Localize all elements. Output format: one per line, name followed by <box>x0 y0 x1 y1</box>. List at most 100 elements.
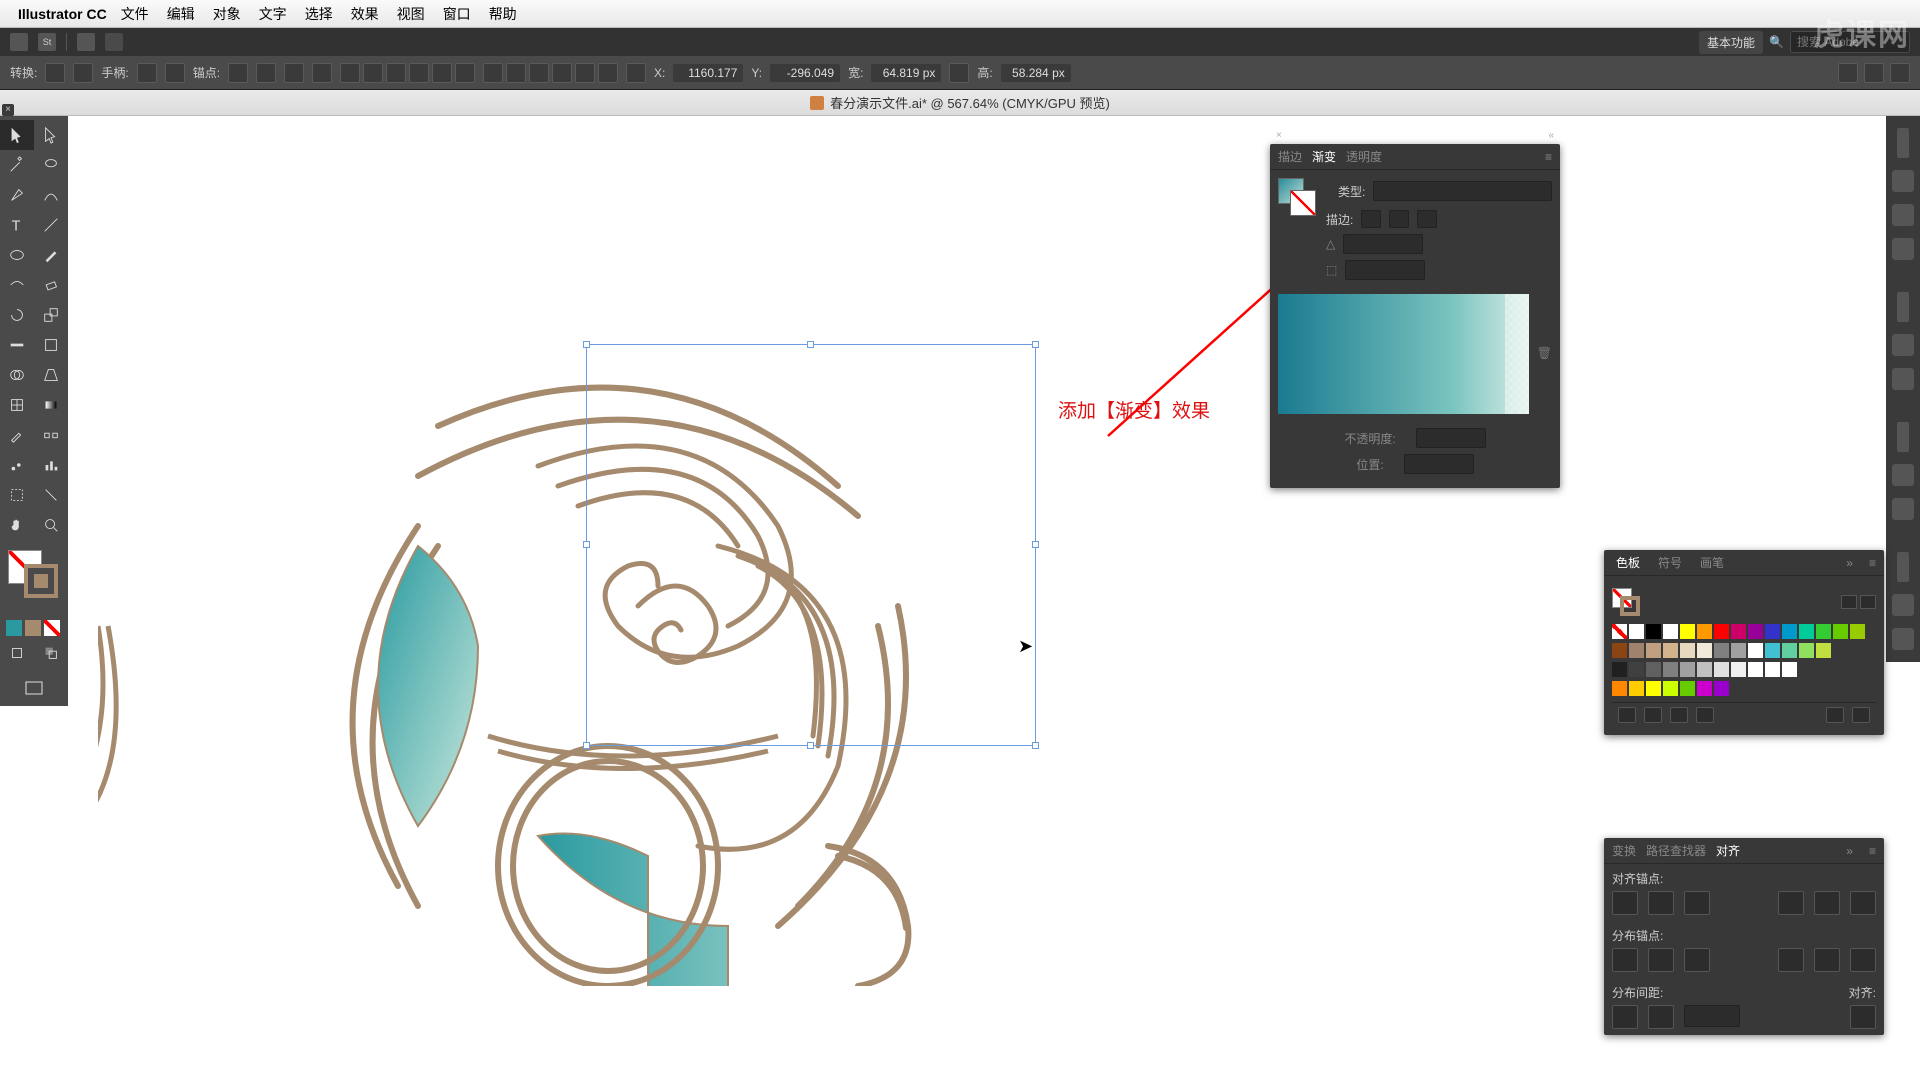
swatch-color[interactable] <box>1714 624 1729 639</box>
swatch-color[interactable] <box>1833 624 1848 639</box>
swatch-color[interactable] <box>1765 662 1780 677</box>
dock-tab-4[interactable] <box>1897 552 1909 582</box>
panel-close-icon[interactable]: × <box>1276 130 1282 141</box>
handle-bm[interactable] <box>807 742 814 749</box>
swatch-color[interactable] <box>1765 643 1780 658</box>
swatch-color[interactable] <box>1680 643 1695 658</box>
swatch-color[interactable] <box>1850 624 1865 639</box>
dock-tab-2[interactable] <box>1897 292 1909 322</box>
blend-tool[interactable] <box>34 420 68 450</box>
swatch-color[interactable] <box>1731 624 1746 639</box>
layers-icon[interactable] <box>1892 204 1914 226</box>
tab-symbols[interactable]: 符号 <box>1654 554 1686 571</box>
swatches-fillstroke[interactable] <box>1612 588 1640 616</box>
grid-view-icon[interactable] <box>1860 595 1876 609</box>
gradient-angle-input[interactable] <box>1343 234 1423 254</box>
selection-tool[interactable] <box>0 120 34 150</box>
align-to-select[interactable] <box>1850 1005 1876 1029</box>
more-icon[interactable] <box>1890 63 1910 83</box>
handle-bl[interactable] <box>583 742 590 749</box>
mesh-tool[interactable] <box>0 390 34 420</box>
convert-anchor-icon[interactable] <box>45 63 65 83</box>
gradient-aspect-input[interactable] <box>1345 260 1425 280</box>
swatch-color[interactable] <box>1629 624 1644 639</box>
swatch-color[interactable] <box>1799 643 1814 658</box>
swatch-none[interactable] <box>1612 624 1627 639</box>
dist-vspace-btn[interactable] <box>1612 1005 1638 1029</box>
ellipse-tool[interactable] <box>0 240 34 270</box>
handle-rm[interactable] <box>1032 541 1039 548</box>
swatch-color[interactable] <box>1714 662 1729 677</box>
eyedropper-tool[interactable] <box>0 420 34 450</box>
swatch-color[interactable] <box>1680 624 1695 639</box>
anchor-icon-1[interactable] <box>228 63 248 83</box>
swatch-color[interactable] <box>1714 681 1729 696</box>
properties-icon[interactable] <box>1892 170 1914 192</box>
swatch-color[interactable] <box>1782 662 1797 677</box>
align-right-btn[interactable] <box>1684 891 1710 915</box>
align-right-icon[interactable] <box>386 63 406 83</box>
stock-icon[interactable]: St <box>38 33 56 51</box>
align-left-icon[interactable] <box>340 63 360 83</box>
swatch-color[interactable] <box>1612 643 1627 658</box>
y-value[interactable]: -296.049 <box>770 64 840 82</box>
x-value[interactable]: 1160.177 <box>673 64 743 82</box>
handle-tm[interactable] <box>807 341 814 348</box>
reference-point-icon[interactable] <box>626 63 646 83</box>
list-view-icon[interactable] <box>1841 595 1857 609</box>
gradient-stroke-thumb[interactable] <box>1290 190 1316 216</box>
perspective-tool[interactable] <box>34 360 68 390</box>
app-name[interactable]: Illustrator CC <box>18 6 107 22</box>
convert-smooth-icon[interactable] <box>73 63 93 83</box>
handle-icon-1[interactable] <box>137 63 157 83</box>
swatch-options-icon[interactable] <box>1670 707 1688 723</box>
swatches-panel[interactable]: 色板 符号 画笔 » ≡ <box>1604 550 1884 735</box>
draw-mode-behind[interactable] <box>34 638 68 668</box>
dist-4-icon[interactable] <box>552 63 572 83</box>
color-swatch-2[interactable] <box>25 620 41 636</box>
tab-transparency[interactable]: 透明度 <box>1346 148 1382 165</box>
dist-2-icon[interactable] <box>506 63 526 83</box>
swatch-color[interactable] <box>1765 624 1780 639</box>
symbol-sprayer-tool[interactable] <box>0 450 34 480</box>
dock-tab-1[interactable] <box>1897 128 1909 158</box>
swatch-color[interactable] <box>1646 643 1661 658</box>
rotate-tool[interactable] <box>0 300 34 330</box>
eraser-tool[interactable] <box>34 270 68 300</box>
direct-selection-tool[interactable] <box>34 120 68 150</box>
color-guide-icon[interactable] <box>1892 498 1914 520</box>
line-tool[interactable] <box>34 210 68 240</box>
stop-location-input[interactable] <box>1404 454 1474 474</box>
gradient-panel[interactable]: × « 描边 渐变 透明度 ≡ 类型: 描边: △ ⬚ <box>1270 144 1560 488</box>
align-hcenter-btn[interactable] <box>1648 891 1674 915</box>
dist-top-btn[interactable] <box>1612 948 1638 972</box>
stroke-panel-icon[interactable] <box>1892 594 1914 616</box>
pathfinder-icon[interactable] <box>1864 63 1884 83</box>
handle-icon-2[interactable] <box>165 63 185 83</box>
spacing-value-input[interactable] <box>1684 1005 1740 1027</box>
swatch-color[interactable] <box>1731 643 1746 658</box>
align-menu-icon[interactable]: ≡ <box>1869 844 1876 858</box>
cc-libraries-icon[interactable] <box>1892 238 1914 260</box>
swatch-color[interactable] <box>1612 681 1627 696</box>
menu-type[interactable]: 文字 <box>259 4 287 24</box>
color-icon[interactable] <box>1892 464 1914 486</box>
dist-3-icon[interactable] <box>529 63 549 83</box>
workspace-switcher[interactable]: 基本功能 🔍 <box>1699 31 1910 54</box>
menu-effect[interactable]: 效果 <box>351 4 379 24</box>
swatch-color[interactable] <box>1680 681 1695 696</box>
menu-file[interactable]: 文件 <box>121 4 149 24</box>
zoom-tool[interactable] <box>34 510 68 540</box>
swatches-expand-icon[interactable]: » <box>1846 556 1853 570</box>
gradient-tool[interactable] <box>34 390 68 420</box>
dist-hcenter-btn[interactable] <box>1814 948 1840 972</box>
toolbox-close-icon[interactable]: × <box>2 104 14 116</box>
align-left-btn[interactable] <box>1612 891 1638 915</box>
slice-tool[interactable] <box>34 480 68 510</box>
swatch-color[interactable] <box>1799 624 1814 639</box>
swatch-color[interactable] <box>1663 662 1678 677</box>
tab-transform[interactable]: 变换 <box>1612 842 1636 859</box>
handle-tr[interactable] <box>1032 341 1039 348</box>
swatch-color[interactable] <box>1697 662 1712 677</box>
gradient-type-select[interactable] <box>1373 181 1552 201</box>
